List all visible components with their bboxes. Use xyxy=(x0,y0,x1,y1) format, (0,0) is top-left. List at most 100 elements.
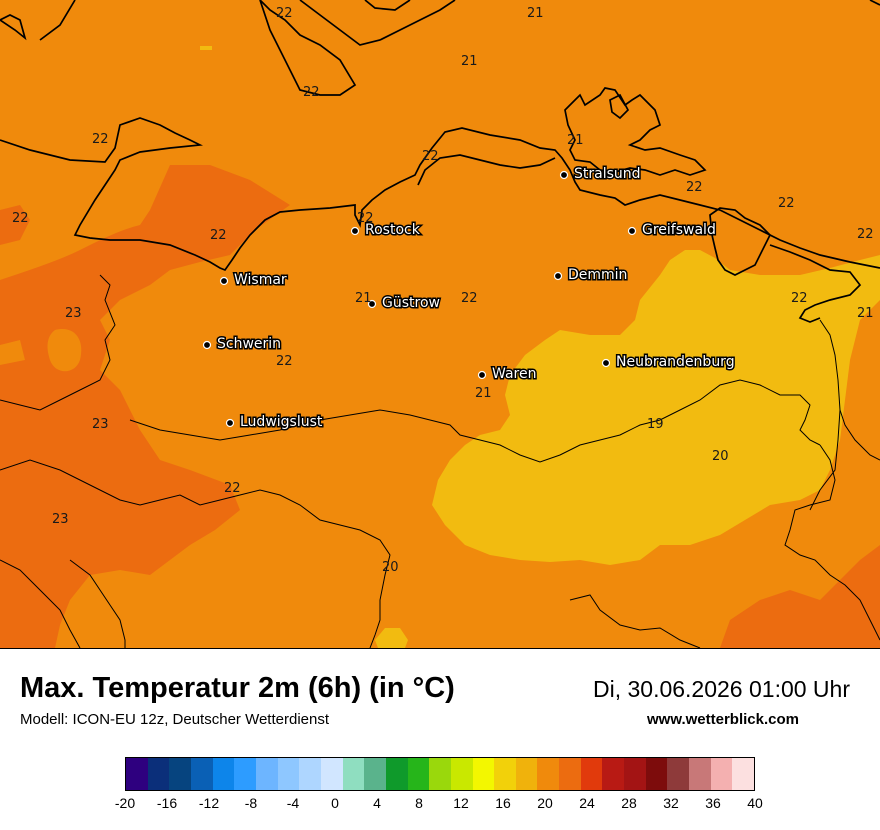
legend-tick-label: 32 xyxy=(663,795,679,811)
legend-swatch xyxy=(234,758,256,790)
city-label-demmin: Demmin xyxy=(568,267,627,283)
legend-swatch xyxy=(537,758,560,790)
city-label-stralsund: Stralsund xyxy=(574,166,641,182)
value-label: 22 xyxy=(210,228,227,243)
legend-swatch xyxy=(494,758,516,790)
legend-swatch xyxy=(364,758,386,790)
legend-tick-label: 16 xyxy=(495,795,511,811)
temp-area-24-west2 xyxy=(0,205,30,245)
legend-tick-label: 4 xyxy=(373,795,381,811)
legend-swatch xyxy=(559,758,581,790)
legend-tick-label: 20 xyxy=(537,795,553,811)
legend-swatch xyxy=(342,758,365,790)
value-label: 22 xyxy=(303,85,320,100)
website-link[interactable]: www.wetterblick.com xyxy=(647,711,799,728)
city-dot-rostock xyxy=(350,226,360,236)
value-label: 22 xyxy=(92,132,109,147)
value-label: 22 xyxy=(686,180,703,195)
city-label-rostock: Rostock xyxy=(365,222,421,238)
legend-swatch xyxy=(212,758,235,790)
legend-swatch xyxy=(602,758,625,790)
value-label: 23 xyxy=(52,512,69,527)
legend-tick-label: 0 xyxy=(331,795,339,811)
city-dot-wismar xyxy=(219,276,229,286)
model-source: Modell: ICON-EU 12z, Deutscher Wetterdie… xyxy=(20,711,330,728)
forecast-datetime: Di, 30.06.2026 01:00 Uhr xyxy=(592,676,850,702)
admin-borders xyxy=(0,274,880,648)
legend-ticks: -20 -16 -12 -8 -4 0 4 8 12 16 20 24 28 32 36 40 xyxy=(0,795,880,815)
value-label: 22 xyxy=(224,481,241,496)
legend-tick-label: 40 xyxy=(747,795,763,811)
value-label: 22 xyxy=(357,211,374,226)
city-label-ludwigslust: Ludwigslust xyxy=(240,414,323,430)
city-label-neubrandenburg: Neubrandenburg xyxy=(616,354,735,370)
value-label: 22 xyxy=(857,227,874,242)
legend-swatch xyxy=(147,758,170,790)
city-markers xyxy=(202,170,637,428)
city-dot-waren xyxy=(477,370,487,380)
city-label-greifswald: Greifswald xyxy=(642,222,716,238)
legend-swatch xyxy=(429,758,451,790)
legend-tick-label: -4 xyxy=(286,795,300,811)
legend-swatch xyxy=(320,758,343,790)
value-label: 22 xyxy=(12,211,29,226)
legend-swatch xyxy=(472,758,495,790)
value-label: 23 xyxy=(65,306,82,321)
value-label: 21 xyxy=(857,306,874,321)
legend-swatch xyxy=(732,758,755,790)
city-dot-demmin xyxy=(553,271,563,281)
value-label: 22 xyxy=(778,196,795,211)
legend-tick-label: 12 xyxy=(453,795,469,811)
legend-tick-label: 36 xyxy=(705,795,721,811)
city-dot-guestrow xyxy=(367,299,377,309)
value-label: 22 xyxy=(276,354,293,369)
temp-area-20-small xyxy=(375,628,408,648)
city-dot-greifswald xyxy=(627,226,637,236)
legend-swatch xyxy=(689,758,711,790)
temp-area-24-south-east xyxy=(720,545,880,648)
city-dot-schwerin xyxy=(202,340,212,350)
legend-swatch xyxy=(190,758,213,790)
value-label: 21 xyxy=(461,54,478,69)
temp-area-22-patch xyxy=(47,329,82,372)
value-label: 21 xyxy=(355,291,372,306)
city-label-schwerin: Schwerin xyxy=(217,336,281,352)
value-label: 20 xyxy=(712,449,729,464)
legend-tick-label: 8 xyxy=(415,795,423,811)
city-label-guestrow: Güstrow xyxy=(382,295,440,311)
temperature-values: 22 21 21 22 22 21 22 22 22 22 22 22 22 2… xyxy=(12,6,874,575)
weather-map: Stralsund Rostock Greifswald Wismar Demm… xyxy=(0,0,880,649)
value-label: 22 xyxy=(276,6,293,21)
city-dot-ludwigslust xyxy=(225,418,235,428)
legend-swatch xyxy=(580,758,603,790)
value-label: 22 xyxy=(422,149,439,164)
value-label: 21 xyxy=(527,6,544,21)
value-label: 22 xyxy=(461,291,478,306)
value-label: 19 xyxy=(647,417,664,432)
legend-tick-label: -12 xyxy=(198,795,220,811)
legend-swatch xyxy=(169,758,191,790)
legend-swatch xyxy=(407,758,430,790)
coastline xyxy=(0,0,880,323)
legend-swatch xyxy=(667,758,690,790)
value-label: 20 xyxy=(382,560,399,575)
legend-swatch xyxy=(710,758,733,790)
legend-swatch xyxy=(299,758,321,790)
legend-tick-label: -16 xyxy=(156,795,178,811)
value-label: 21 xyxy=(567,133,584,148)
color-legend xyxy=(125,757,755,791)
legend-swatch xyxy=(385,758,408,790)
temp-area-22-patch2 xyxy=(0,340,25,365)
temp-area-20-yellow xyxy=(432,250,880,565)
city-dot-stralsund xyxy=(559,170,569,180)
value-label: 22 xyxy=(791,291,808,306)
city-labels: Stralsund Rostock Greifswald Wismar Demm… xyxy=(216,165,737,432)
legend-swatch xyxy=(624,758,646,790)
value-label: 23 xyxy=(92,417,109,432)
legend-swatch xyxy=(450,758,473,790)
legend-swatch xyxy=(277,758,300,790)
legend-tick-label: -20 xyxy=(114,795,136,811)
legend-swatch xyxy=(255,758,278,790)
temp-area-24-west xyxy=(0,165,290,648)
city-dot-neubrandenburg xyxy=(601,358,611,368)
